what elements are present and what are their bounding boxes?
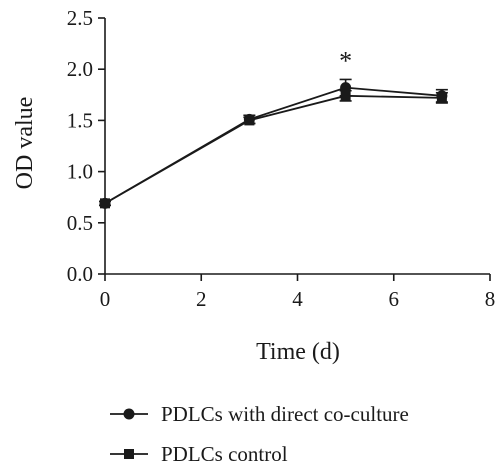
series-co-culture [99, 78, 448, 209]
y-tick-label: 0.5 [67, 211, 93, 235]
y-tick-label: 1.5 [67, 108, 93, 132]
square-marker [100, 198, 110, 209]
chart-marks: * [99, 46, 448, 209]
square-marker [244, 115, 255, 126]
x-axis-title: Time (d) [256, 339, 340, 365]
y-tick-label: 1.0 [67, 160, 93, 184]
legend-square-marker [124, 449, 134, 459]
series-control [99, 89, 448, 209]
legend-label: PDLCs with direct co-culture [161, 402, 409, 426]
legend-circle-marker [123, 408, 135, 420]
series-line [104, 94, 442, 205]
y-tick-label: 2.0 [67, 57, 93, 81]
y-tick-label: 0.0 [67, 262, 93, 286]
significance-asterisk: * [339, 46, 352, 75]
x-tick-label: 4 [292, 287, 303, 311]
square-marker [340, 90, 351, 101]
x-tick-label: 8 [485, 287, 496, 311]
axes: 0.0 0.5 1.0 1.5 2.0 2.5 0 2 4 6 8 [67, 6, 496, 311]
legend-item: PDLCs control [110, 442, 288, 466]
legend-label: PDLCs control [161, 442, 288, 466]
x-tick-label: 6 [389, 287, 400, 311]
series-line [104, 86, 442, 205]
legend: PDLCs with direct co-culture PDLCs contro… [110, 402, 409, 466]
y-tick-label: 2.5 [67, 6, 93, 30]
legend-item: PDLCs with direct co-culture [110, 402, 409, 426]
y-axis-title: OD value [12, 97, 38, 190]
square-marker [436, 92, 447, 103]
x-tick-label: 2 [196, 287, 207, 311]
x-tick-label: 0 [100, 287, 111, 311]
